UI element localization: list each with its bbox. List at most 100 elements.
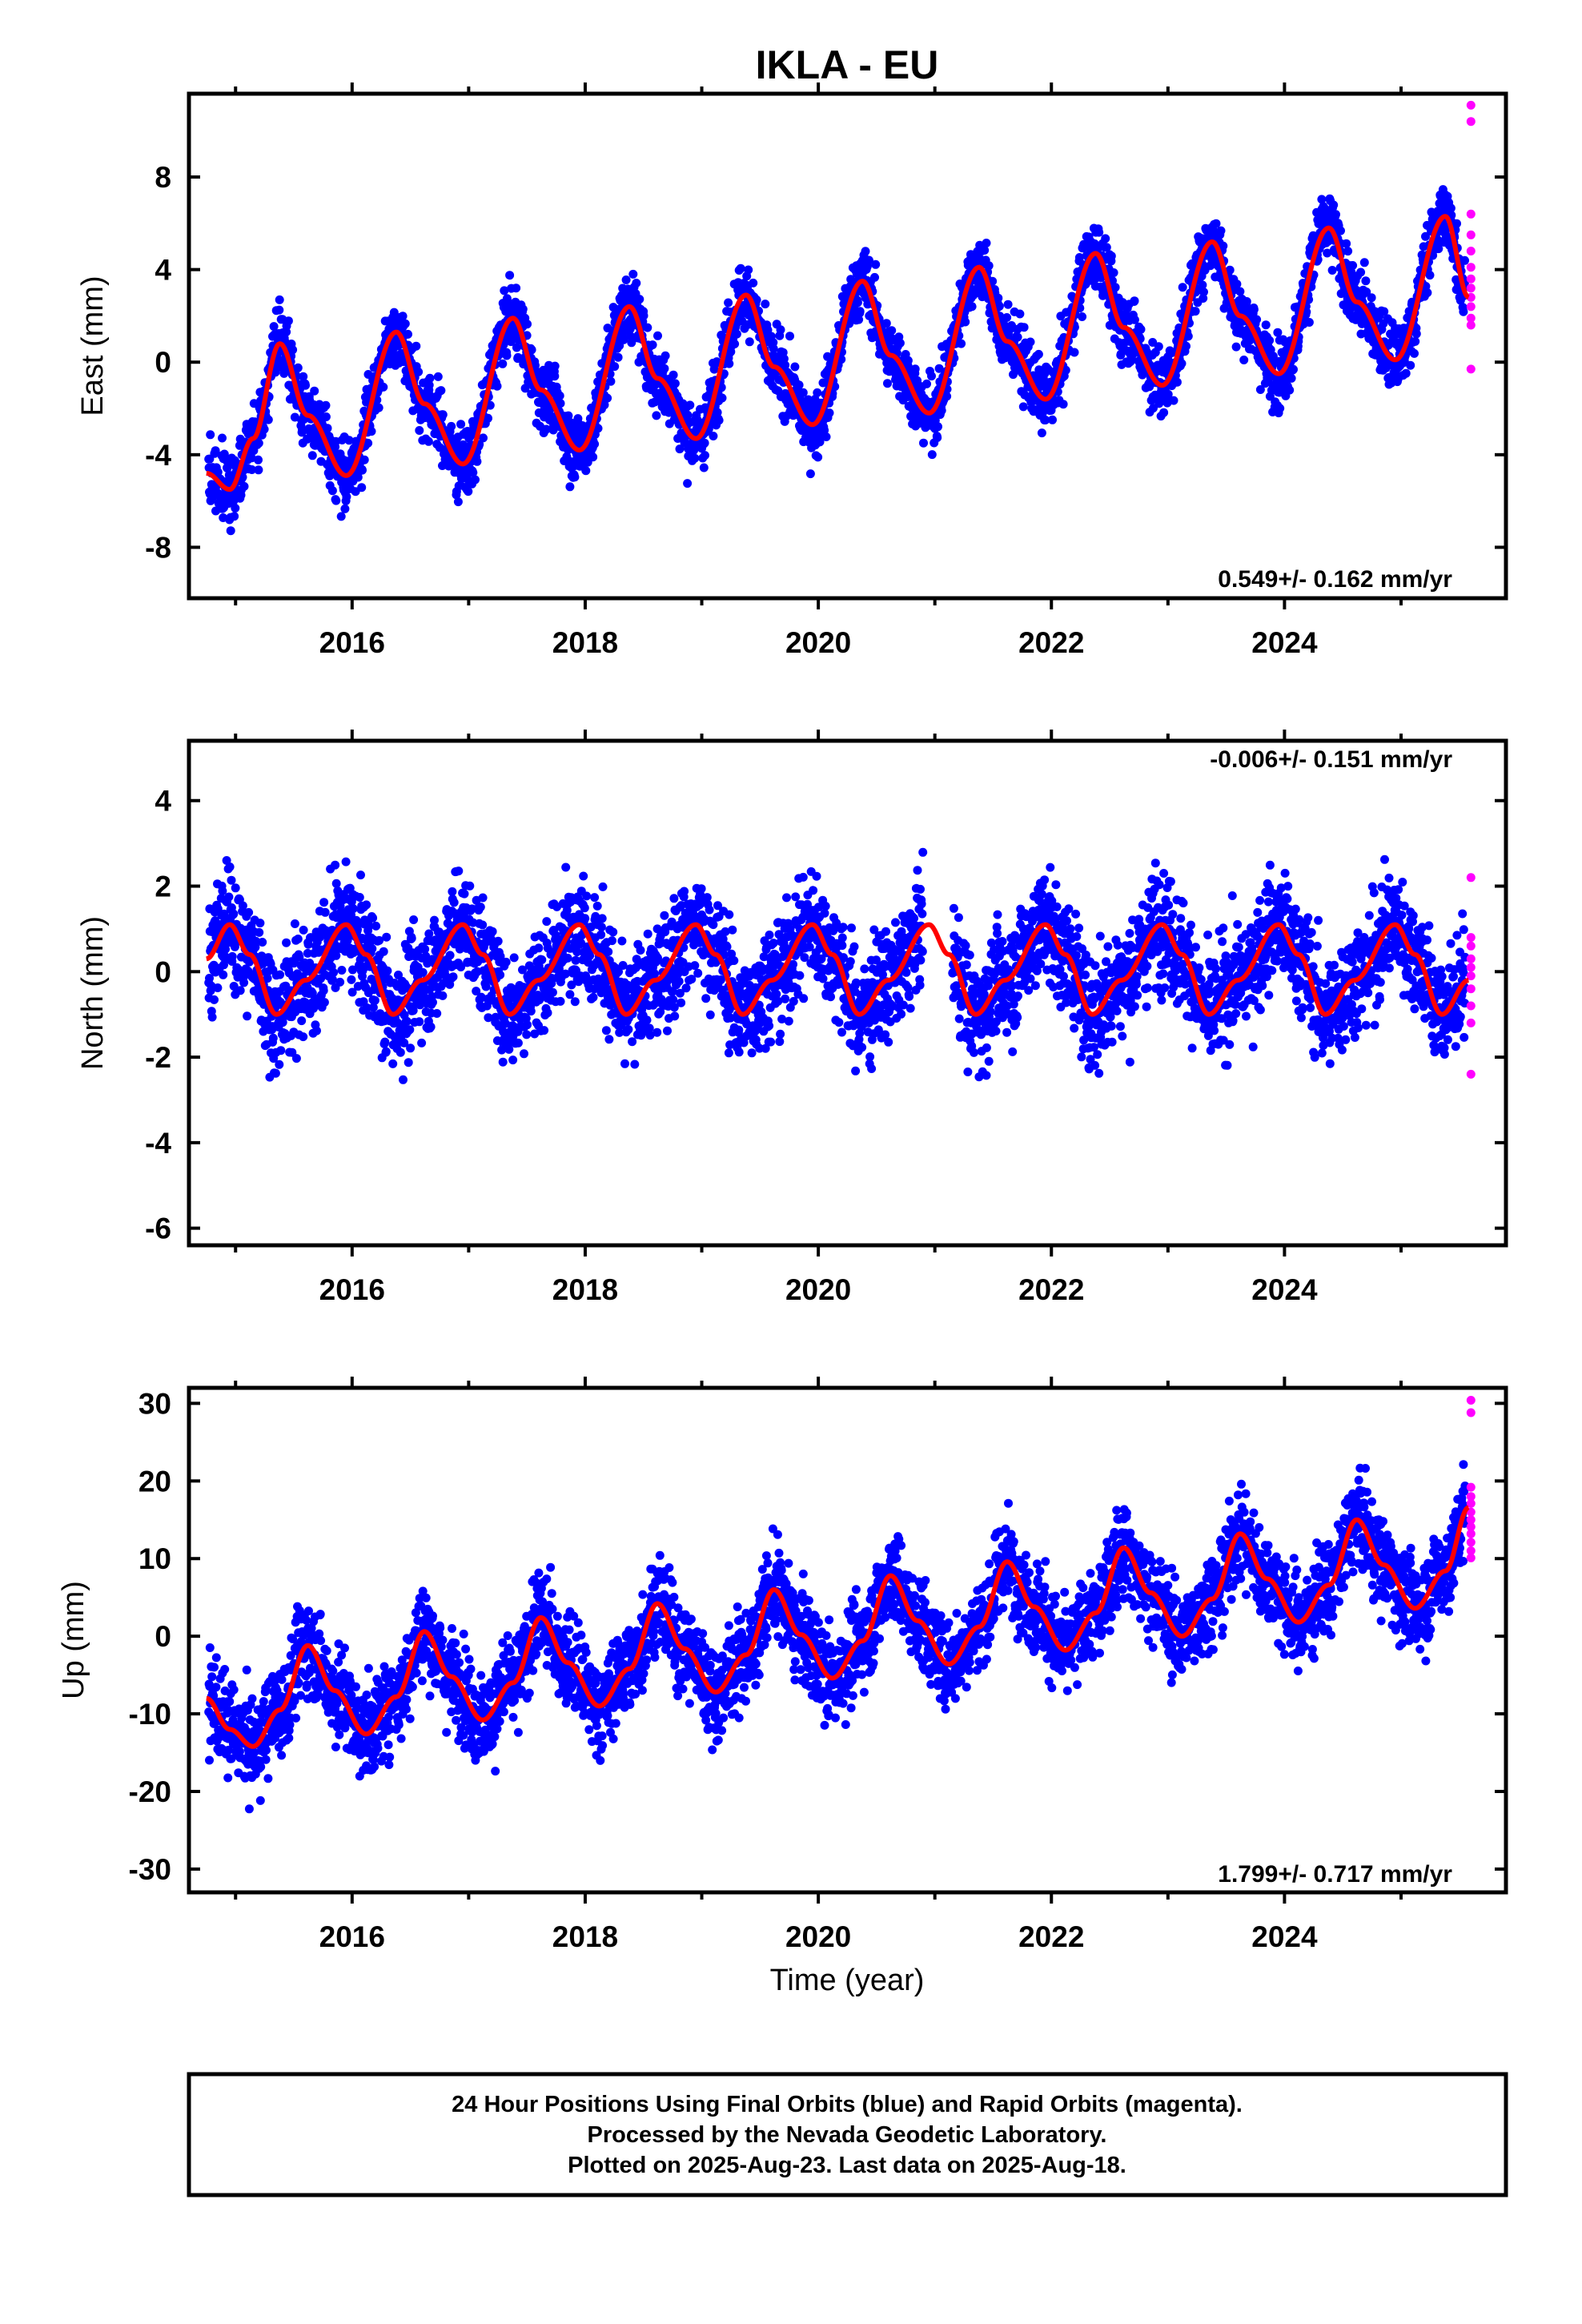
east-final-point	[1169, 396, 1178, 405]
east-final-point	[215, 491, 224, 501]
east-final-point	[374, 403, 383, 412]
east-final-point	[794, 380, 804, 390]
east-final-point	[1367, 293, 1376, 303]
east-final-point	[1015, 309, 1025, 319]
east-final-point	[1331, 210, 1340, 219]
east-final-point	[1327, 266, 1337, 275]
east-final-point	[669, 370, 678, 380]
east-final-point	[927, 372, 936, 381]
east-final-point	[218, 433, 227, 443]
north-final-point	[460, 889, 469, 899]
east-final-point	[934, 422, 942, 432]
east-final-point	[325, 471, 335, 480]
east-final-point	[1329, 200, 1339, 210]
east-final-point	[247, 465, 257, 474]
east-final-point	[984, 261, 994, 271]
east-final-point	[230, 512, 239, 521]
east-rapid-points	[1466, 100, 1476, 374]
east-final-point	[919, 438, 928, 448]
east-final-point	[871, 259, 881, 269]
north-final-point	[509, 953, 519, 963]
east-final-point	[643, 323, 652, 332]
east-final-point	[363, 438, 373, 448]
east-final-point	[1242, 297, 1251, 306]
east-final-point	[1101, 234, 1110, 243]
east-final-point	[699, 463, 709, 472]
east-final-point	[290, 412, 299, 422]
east-final-point	[307, 451, 317, 460]
east-final-point	[1235, 287, 1245, 296]
east-final-point	[247, 453, 256, 463]
east-final-point	[853, 298, 862, 308]
east-final-point	[1460, 255, 1469, 265]
east-final-point	[1182, 341, 1191, 351]
north-final-point	[356, 870, 365, 880]
east-rapid-point	[1466, 274, 1476, 283]
north-final-point	[448, 972, 458, 982]
east-final-point	[1411, 329, 1421, 339]
east-final-point	[447, 421, 456, 431]
east-final-point	[603, 393, 612, 403]
east-final-point	[825, 408, 834, 418]
east-final-point	[239, 481, 249, 491]
east-final-point	[379, 382, 388, 392]
east-final-point	[1343, 247, 1353, 256]
north-final-point	[508, 1055, 518, 1065]
east-final-point	[805, 469, 815, 479]
east-final-point	[231, 504, 240, 513]
east-y-axis-label: East (mm)	[76, 275, 110, 416]
east-final-point	[790, 362, 800, 372]
east-final-point	[610, 362, 620, 372]
east-final-point	[635, 295, 644, 304]
north-final-point	[244, 907, 254, 917]
north-final-point	[406, 1043, 416, 1053]
east-final-point	[1348, 261, 1358, 270]
east-final-point	[714, 416, 724, 425]
east-final-point	[1401, 368, 1411, 378]
east-final-point	[922, 379, 931, 388]
east-x-tick-label: 2020	[785, 626, 851, 659]
north-final-point	[370, 995, 379, 1005]
east-final-point	[340, 504, 350, 513]
north-final-point	[493, 936, 503, 946]
east-final-point	[555, 391, 564, 400]
north-final-point	[213, 983, 223, 992]
east-y-tick-label: -8	[145, 531, 171, 564]
east-final-point	[725, 359, 734, 368]
east-final-point	[259, 424, 269, 434]
east-final-point	[933, 433, 942, 442]
east-final-point	[414, 367, 424, 376]
east-final-point	[621, 275, 631, 284]
north-final-point	[347, 975, 356, 984]
east-final-point	[1094, 227, 1104, 237]
east-final-point	[1177, 359, 1186, 368]
east-final-point	[518, 304, 528, 314]
north-final-point	[399, 1075, 408, 1084]
north-final-point	[299, 925, 308, 935]
east-final-point	[283, 316, 293, 326]
east-final-point	[1026, 337, 1035, 347]
east-final-point	[881, 319, 891, 328]
east-final-point	[883, 379, 892, 388]
east-final-point	[1459, 307, 1468, 316]
east-x-tick-label: 2018	[552, 626, 618, 659]
east-rapid-point	[1466, 364, 1476, 374]
north-final-point	[235, 986, 245, 995]
east-final-point	[590, 440, 600, 448]
east-final-point	[323, 424, 332, 433]
east-final-point	[1239, 356, 1249, 364]
east-final-point	[412, 341, 421, 351]
east-rapid-point	[1466, 100, 1476, 110]
east-final-point	[661, 351, 670, 360]
east-y-tick-label: -4	[145, 439, 171, 472]
east-final-point	[357, 483, 367, 493]
east-final-point	[861, 247, 870, 256]
east-final-point	[648, 340, 657, 350]
east-final-point	[404, 329, 412, 339]
east-rate-label: 0.549+/- 0.162 mm/yr	[1218, 566, 1452, 593]
east-final-point	[310, 386, 319, 396]
east-final-point	[785, 332, 794, 341]
east-final-point	[1423, 288, 1432, 297]
east-final-point	[1249, 305, 1259, 314]
east-final-point	[389, 308, 399, 317]
